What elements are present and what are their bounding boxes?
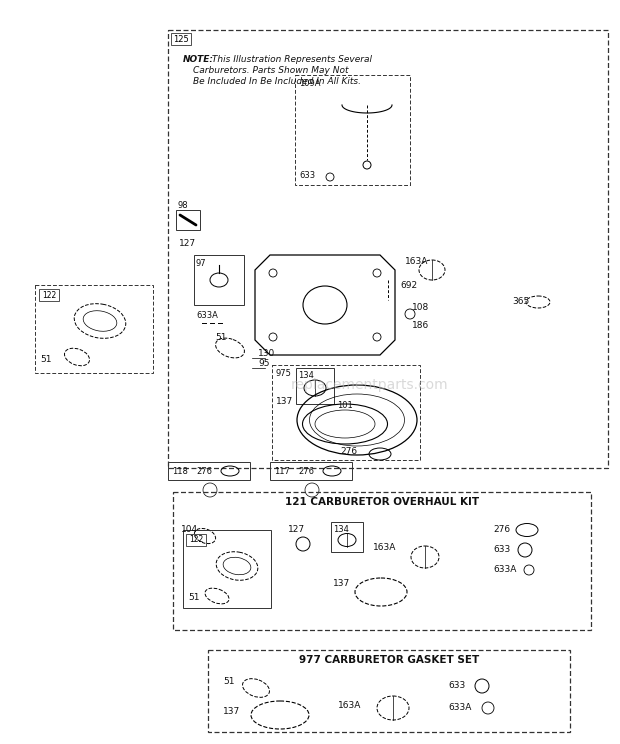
Bar — [173, 492, 591, 630]
Bar — [183, 530, 271, 608]
Text: 692: 692 — [400, 280, 417, 289]
Text: 134: 134 — [333, 525, 349, 534]
Text: 276: 276 — [298, 466, 314, 475]
Text: 137: 137 — [333, 580, 350, 589]
Text: 51: 51 — [215, 333, 226, 342]
Text: 137: 137 — [223, 708, 241, 716]
Bar — [296, 368, 334, 404]
Text: 633A: 633A — [493, 565, 516, 574]
Text: 51: 51 — [188, 594, 200, 603]
Text: 163A: 163A — [373, 542, 396, 551]
Bar — [272, 365, 420, 460]
Text: 633A: 633A — [196, 310, 218, 319]
Text: 163A: 163A — [338, 701, 361, 710]
Bar — [35, 285, 153, 373]
Text: 633: 633 — [448, 682, 465, 690]
Text: 130: 130 — [258, 350, 275, 359]
Text: replacementparts.com: replacementparts.com — [291, 378, 449, 392]
Text: 104: 104 — [181, 525, 198, 534]
Text: NOTE:: NOTE: — [183, 55, 214, 64]
Text: 97: 97 — [196, 258, 206, 268]
Text: 975: 975 — [276, 368, 292, 377]
Text: 51: 51 — [40, 354, 51, 364]
Bar — [176, 210, 200, 230]
Text: 51: 51 — [223, 678, 234, 687]
Text: 117: 117 — [274, 466, 290, 475]
Bar — [208, 650, 570, 732]
Bar — [168, 462, 250, 480]
Text: 137: 137 — [276, 397, 293, 405]
Text: 163A: 163A — [405, 257, 428, 266]
Text: 125: 125 — [173, 34, 189, 43]
Text: 276: 276 — [340, 447, 357, 457]
Text: 118: 118 — [172, 466, 188, 475]
Bar — [194, 255, 244, 305]
Bar — [270, 462, 352, 480]
Text: 98: 98 — [178, 202, 188, 211]
Text: 633A: 633A — [448, 704, 471, 713]
Text: This Illustration Represents Several: This Illustration Represents Several — [209, 55, 372, 64]
Bar — [39, 289, 59, 301]
Text: 134: 134 — [298, 371, 314, 380]
Text: 95: 95 — [258, 359, 270, 368]
Bar — [171, 33, 191, 45]
Text: 633: 633 — [299, 170, 315, 179]
Bar — [186, 534, 206, 546]
Text: 121 CARBURETOR OVERHAUL KIT: 121 CARBURETOR OVERHAUL KIT — [285, 497, 479, 507]
Text: 276: 276 — [493, 525, 510, 534]
Text: 109A: 109A — [299, 79, 321, 88]
Text: 122: 122 — [42, 290, 56, 300]
Text: 127: 127 — [288, 525, 305, 534]
Bar — [168, 30, 608, 468]
Text: 276: 276 — [196, 466, 212, 475]
Text: 977 CARBURETOR GASKET SET: 977 CARBURETOR GASKET SET — [299, 655, 479, 665]
Text: Be Included In Be Included In All Kits.: Be Included In Be Included In All Kits. — [193, 77, 361, 86]
Text: 186: 186 — [412, 321, 429, 330]
Text: 127: 127 — [179, 239, 196, 248]
Text: 101: 101 — [337, 402, 353, 411]
Text: Carburetors. Parts Shown May Not: Carburetors. Parts Shown May Not — [193, 66, 348, 75]
Text: 122: 122 — [189, 536, 203, 545]
Text: 365: 365 — [512, 298, 529, 307]
Bar — [295, 75, 410, 185]
Bar — [331, 522, 363, 552]
Text: 108: 108 — [412, 304, 429, 312]
Text: 633: 633 — [493, 545, 510, 554]
